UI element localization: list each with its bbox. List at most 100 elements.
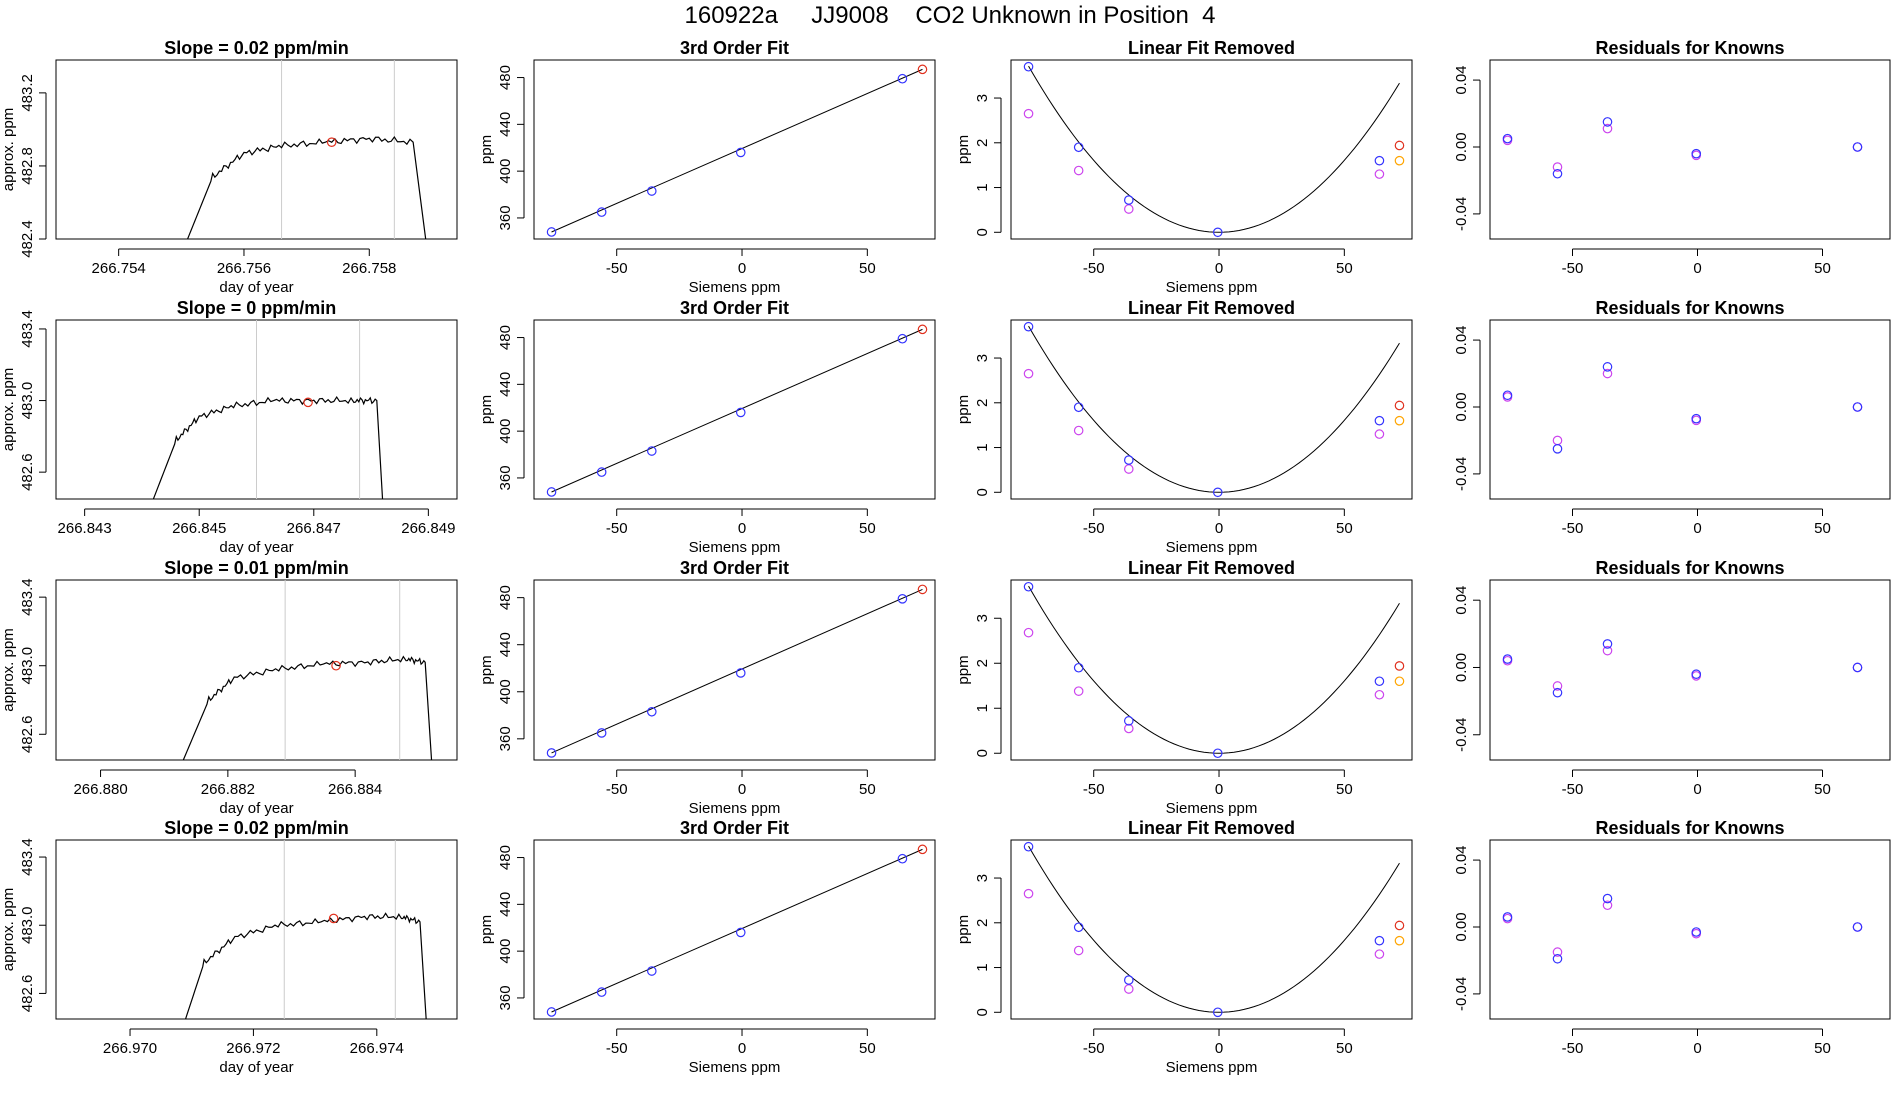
plot-frame xyxy=(533,579,936,761)
y-axis-label: ppm xyxy=(955,395,972,424)
raw-residual-point xyxy=(1552,681,1563,691)
x-tick-label: -50 xyxy=(1562,260,1584,277)
x-tick-label: 50 xyxy=(859,520,876,537)
plot-area xyxy=(184,840,427,1019)
plot-area xyxy=(1502,117,1863,179)
raw-point xyxy=(1123,984,1134,994)
raw-point xyxy=(1374,689,1385,700)
panel-title: Slope = 0.02 ppm/min xyxy=(164,38,349,58)
page-title: 160922a JJ9008 CO2 Unknown in Position 4 xyxy=(684,2,1216,29)
known-point xyxy=(1212,227,1223,238)
panel-2-4: Residuals for Knowns -50 0 50 -0.04 0.00 0.04 xyxy=(1453,298,1891,537)
x-tick-label: 0 xyxy=(738,781,746,798)
y-tick-label: 440 xyxy=(497,372,514,397)
x-axis-label: Siemens ppm xyxy=(1166,800,1258,817)
known-point xyxy=(546,487,557,497)
known-residual-point xyxy=(1552,953,1563,964)
unknown-point xyxy=(917,584,928,595)
y-tick-label: 482.8 xyxy=(19,147,36,185)
y-tick-label: 0.00 xyxy=(1453,912,1470,941)
raw-point xyxy=(1374,169,1385,179)
x-tick-label: -50 xyxy=(1083,1040,1105,1057)
known-point xyxy=(1212,487,1223,498)
x-tick-label: 266.884 xyxy=(328,781,382,798)
y-tick-label: 1 xyxy=(974,704,991,712)
known-point xyxy=(1023,61,1034,72)
raw-point xyxy=(1023,108,1034,119)
y-axis-label: ppm xyxy=(955,915,972,944)
x-tick-label: 266.880 xyxy=(73,781,127,798)
x-tick-label: 266.974 xyxy=(350,1040,404,1057)
known-residual-point xyxy=(1691,413,1702,424)
x-tick-label: -50 xyxy=(1083,260,1105,277)
x-tick-label: 50 xyxy=(1814,260,1831,277)
y-tick-label: 480 xyxy=(497,65,514,90)
plot-frame xyxy=(1489,579,1891,761)
raw-residual-point xyxy=(1552,435,1563,446)
y-tick-label: 1 xyxy=(974,443,991,451)
fit-curve xyxy=(1028,845,1400,1013)
y-tick-label: 483.0 xyxy=(19,906,36,944)
y-tick-label: 483.2 xyxy=(19,74,36,112)
unknown-point xyxy=(1394,140,1405,151)
known-point xyxy=(897,333,908,344)
y-tick-label: 2 xyxy=(974,919,991,927)
y-axis-label: approx. ppm xyxy=(0,368,17,451)
y-tick-label: 482.6 xyxy=(19,716,36,754)
trace-line xyxy=(152,395,384,499)
y-axis-label: ppm xyxy=(955,135,972,164)
y-tick-label: 3 xyxy=(974,874,991,882)
y-tick-label: 0.04 xyxy=(1453,845,1470,874)
x-tick-label: -50 xyxy=(1562,1040,1584,1057)
x-tick-label: 0 xyxy=(1215,260,1223,277)
y-tick-label: 0 xyxy=(974,749,991,757)
y-tick-label: 0 xyxy=(974,488,991,496)
trace-line xyxy=(184,912,427,1019)
raw-residual-point xyxy=(1602,368,1613,379)
panel-3-4: Residuals for Knowns -50 0 50 -0.04 0.00 0.04 xyxy=(1453,558,1891,798)
y-tick-label: 360 xyxy=(497,726,514,751)
known-residual-point xyxy=(1602,117,1613,127)
plot-frame xyxy=(533,839,936,1020)
x-tick-label: 50 xyxy=(1336,1040,1353,1057)
known-residual-point xyxy=(1852,922,1863,932)
panel-1-2: 3rd Order Fit -50 0 50 Siemens ppm 360 400 440 4… xyxy=(478,38,936,296)
known-residual-point xyxy=(1552,687,1563,698)
known-point xyxy=(735,668,746,678)
known-point xyxy=(735,147,746,158)
panel-title: 3rd Order Fit xyxy=(680,558,789,578)
known-point xyxy=(735,407,746,418)
y-axis-label: ppm xyxy=(955,655,972,684)
y-tick-label: 482.4 xyxy=(19,220,36,258)
x-tick-label: -50 xyxy=(606,520,628,537)
known-point xyxy=(897,853,908,864)
raw-point xyxy=(1123,204,1134,214)
x-axis-label: Siemens ppm xyxy=(689,279,781,296)
raw-point xyxy=(1073,165,1084,176)
y-axis-label: approx. ppm xyxy=(0,108,17,191)
panel-title: Residuals for Knowns xyxy=(1595,298,1784,318)
known-point xyxy=(1073,402,1084,413)
raw-point xyxy=(1123,464,1134,474)
raw-point xyxy=(1123,723,1134,734)
y-tick-label: -0.04 xyxy=(1453,977,1470,1011)
y-tick-label: 483.0 xyxy=(19,647,36,685)
x-tick-label: -50 xyxy=(1083,520,1105,537)
plot-area xyxy=(1023,321,1405,498)
y-tick-label: 360 xyxy=(497,205,514,230)
y-tick-label: 480 xyxy=(497,585,514,610)
y-tick-label: 400 xyxy=(497,159,514,184)
x-tick-label: 50 xyxy=(859,260,876,277)
panel-title: Linear Fit Removed xyxy=(1128,558,1295,578)
panel-title: 3rd Order Fit xyxy=(680,38,789,58)
raw-residual-point xyxy=(1602,900,1613,911)
raw-point xyxy=(1374,949,1385,959)
y-tick-label: 440 xyxy=(497,632,514,657)
y-axis-label: ppm xyxy=(478,915,495,944)
raw-point xyxy=(1023,627,1034,638)
known-point xyxy=(546,227,557,237)
known-residual-point xyxy=(1602,893,1613,904)
panel-title: Slope = 0.02 ppm/min xyxy=(164,818,349,838)
plot-area xyxy=(546,844,928,1017)
x-tick-label: -50 xyxy=(1562,781,1584,798)
